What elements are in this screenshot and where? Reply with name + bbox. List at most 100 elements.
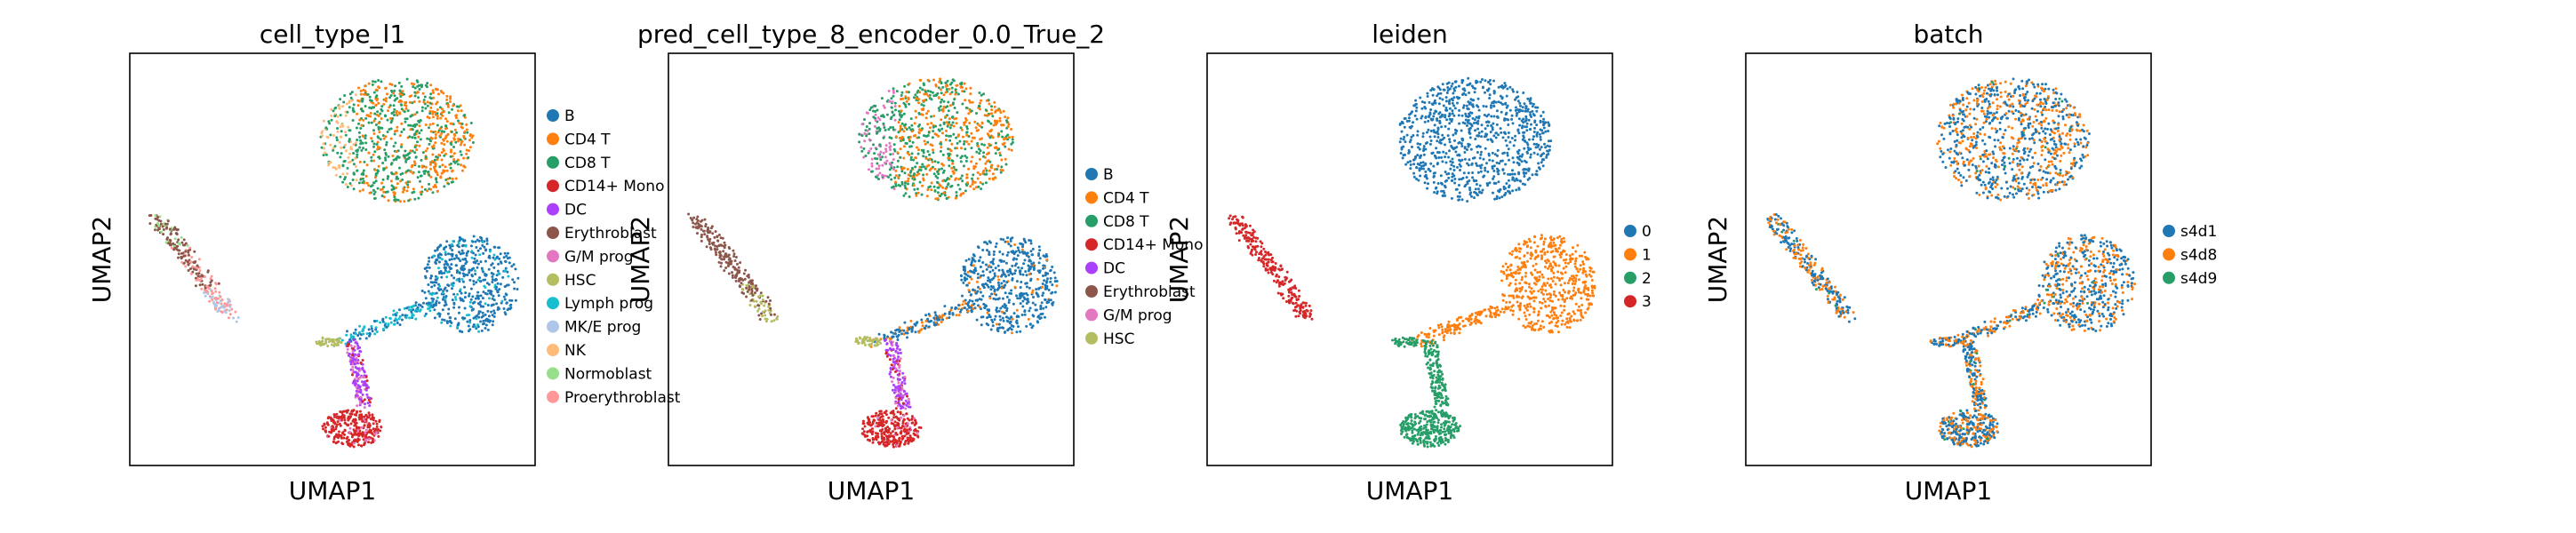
scatter-point: [438, 260, 441, 264]
legend-item: CD4 T: [1085, 189, 1149, 207]
scatter-point: [190, 256, 194, 259]
scatter-point: [1019, 302, 1022, 306]
scatter-point: [364, 116, 368, 120]
scatter-point: [975, 186, 978, 189]
scatter-point: [413, 197, 417, 201]
scatter-point: [352, 338, 356, 342]
scatter-point: [1482, 105, 1485, 107]
scatter-point: [900, 332, 904, 336]
scatter-point: [892, 410, 895, 413]
scatter-point: [473, 257, 476, 260]
scatter-point: [954, 88, 957, 91]
scatter-point: [985, 99, 988, 102]
scatter-point: [374, 95, 378, 99]
scatter-point: [872, 115, 876, 119]
scatter-point: [342, 146, 346, 149]
scatter-point: [882, 104, 885, 107]
scatter-point: [1002, 286, 1005, 290]
scatter-point: [892, 94, 895, 98]
legend-label: CD4 T: [564, 131, 611, 148]
scatter-point: [976, 245, 980, 249]
scatter-point: [703, 233, 707, 236]
scatter-point: [722, 250, 725, 253]
scatter-point: [361, 393, 364, 396]
scatter-point: [998, 151, 1002, 155]
scatter-point: [433, 308, 436, 312]
scatter-point: [474, 273, 477, 275]
scatter-point: [943, 194, 947, 197]
scatter-point: [484, 327, 487, 330]
scatter-point: [750, 291, 754, 295]
scatter-point: [930, 115, 933, 118]
scatter-point: [973, 120, 977, 123]
scatter-point: [1019, 273, 1022, 276]
scatter-point: [981, 294, 985, 298]
scatter-point: [984, 167, 988, 171]
scatter-point: [965, 283, 969, 287]
scatter-point: [933, 189, 937, 192]
scatter-point: [992, 250, 996, 253]
scatter-point: [431, 122, 435, 125]
scatter-point: [459, 150, 462, 154]
scatter-point: [1029, 277, 1033, 281]
scatter-point: [370, 137, 373, 140]
scatter-point: [426, 189, 429, 193]
scatter-point: [436, 248, 439, 251]
scatter-point: [351, 179, 355, 181]
scatter-point: [446, 312, 450, 315]
scatter-point: [462, 136, 466, 139]
scatter-point: [491, 323, 494, 327]
scatter-point: [356, 384, 360, 387]
scatter-point: [1016, 246, 1020, 250]
scatter-point: [968, 298, 972, 302]
scatter-point: [499, 282, 502, 286]
scatter-point: [481, 241, 484, 243]
scatter-point: [386, 92, 388, 96]
scatter-point: [212, 300, 215, 304]
scatter-point: [1517, 187, 1521, 190]
scatter-point: [877, 332, 881, 336]
scatter-point: [335, 435, 339, 438]
scatter-point: [1544, 130, 1548, 133]
scatter-point: [984, 241, 988, 244]
scatter-point: [1045, 258, 1049, 261]
scatter-point: [337, 440, 340, 443]
scatter-point: [459, 138, 462, 141]
scatter-point: [396, 125, 399, 129]
scatter-point: [339, 135, 342, 139]
scatter-point: [996, 274, 1000, 278]
scatter-point: [496, 269, 500, 273]
scatter-point: [492, 256, 495, 259]
scatter-point: [875, 176, 878, 179]
scatter-point: [874, 113, 877, 116]
scatter-point: [381, 162, 385, 164]
scatter-point: [954, 306, 957, 309]
scatter-point: [1470, 163, 1474, 166]
scatter-point: [941, 131, 944, 135]
scatter-point: [770, 320, 773, 323]
scatter-point: [1021, 305, 1025, 308]
scatter-point: [914, 422, 917, 426]
scatter-point: [985, 305, 988, 307]
scatter-point: [361, 400, 364, 403]
scatter-point: [902, 130, 906, 133]
scatter-point: [361, 171, 364, 175]
scatter-point: [479, 320, 483, 323]
scatter-point: [897, 352, 900, 355]
scatter-point: [1027, 255, 1030, 259]
scatter-point: [504, 266, 508, 270]
scatter-point: [1038, 257, 1042, 260]
scatter-point: [349, 422, 353, 426]
scatter-point: [1530, 123, 1532, 126]
scatter-point: [1004, 330, 1006, 334]
scatter-point: [449, 97, 452, 100]
legend-marker: [547, 227, 559, 239]
scatter-point: [1015, 322, 1019, 325]
scatter-point: [1476, 127, 1480, 131]
scatter-point: [979, 124, 981, 128]
scatter-point: [915, 115, 918, 119]
scatter-point: [972, 288, 975, 291]
scatter-point: [687, 212, 691, 216]
scatter-point: [720, 258, 724, 261]
scatter-point: [355, 411, 358, 414]
